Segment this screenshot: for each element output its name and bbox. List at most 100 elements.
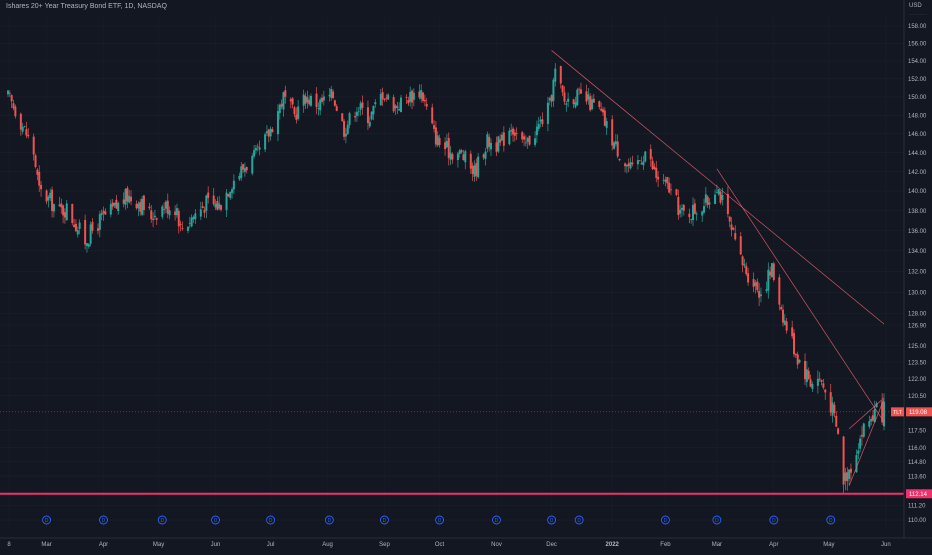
candle-body bbox=[109, 204, 112, 215]
candle-body bbox=[256, 146, 259, 148]
candle-body bbox=[368, 121, 371, 127]
candle-body bbox=[436, 135, 439, 146]
y-tick-label: 142.00 bbox=[908, 170, 927, 176]
candle-body bbox=[791, 327, 794, 337]
candle-body bbox=[572, 99, 575, 105]
dividend-marker bbox=[574, 515, 584, 525]
candle-body bbox=[837, 428, 840, 434]
x-tick-label: Nov bbox=[491, 542, 502, 548]
candle-body bbox=[354, 115, 357, 118]
candle-body bbox=[357, 110, 360, 112]
candle-body bbox=[831, 402, 834, 416]
candle-body bbox=[361, 102, 364, 108]
chart-title: Ishares 20+ Year Treasury Bond ETF, 1D, … bbox=[6, 3, 167, 10]
candle-body bbox=[73, 224, 76, 228]
candle-body bbox=[137, 203, 140, 209]
x-tick-label: Apr bbox=[769, 542, 778, 548]
y-tick-label: 152.00 bbox=[908, 77, 927, 83]
candle-body bbox=[741, 256, 744, 266]
candle-body bbox=[462, 154, 465, 160]
candle-body bbox=[680, 207, 683, 210]
candle-body bbox=[62, 205, 65, 216]
candle-body bbox=[84, 219, 87, 245]
candle-body bbox=[704, 194, 707, 203]
candle-body bbox=[649, 149, 652, 160]
candle-body bbox=[600, 108, 603, 111]
support-price-value: 112.14 bbox=[909, 492, 928, 498]
x-tick-label: Feb bbox=[660, 542, 671, 548]
candle-body bbox=[807, 370, 810, 380]
last-price-value: 119.08 bbox=[909, 410, 928, 416]
candle-body bbox=[482, 154, 485, 158]
candle-body bbox=[855, 455, 858, 473]
candle-body bbox=[280, 103, 283, 107]
candle-body bbox=[714, 194, 717, 204]
y-tick-label: 128.00 bbox=[908, 311, 927, 317]
candle-body bbox=[528, 135, 531, 145]
candle-body bbox=[862, 423, 865, 437]
candle-body bbox=[444, 142, 447, 150]
candle-body bbox=[409, 91, 412, 102]
candle-body bbox=[473, 165, 476, 177]
candle-body bbox=[539, 119, 542, 122]
candle-body bbox=[640, 162, 643, 165]
candle-body bbox=[629, 162, 632, 169]
candle-body bbox=[701, 211, 704, 216]
candle-body bbox=[793, 333, 796, 355]
candle-body bbox=[251, 155, 254, 174]
ticker-badge bbox=[891, 407, 904, 417]
candle-body bbox=[115, 199, 118, 209]
candle-body bbox=[135, 203, 138, 209]
candle-body bbox=[664, 179, 667, 182]
candle-body bbox=[587, 94, 590, 100]
price-axis-background bbox=[904, 0, 932, 550]
candle-body bbox=[278, 104, 281, 114]
x-tick-label: May bbox=[153, 542, 164, 548]
candle-body bbox=[141, 198, 144, 215]
candle-body bbox=[524, 142, 527, 144]
candle-body bbox=[526, 138, 529, 142]
y-tick-label: 125.00 bbox=[908, 344, 927, 350]
candle-body bbox=[550, 95, 553, 102]
candle-body bbox=[679, 209, 682, 214]
candle-body bbox=[883, 401, 885, 427]
dividend-marker-label: D bbox=[772, 518, 776, 524]
candle-body bbox=[265, 131, 268, 134]
candle-body bbox=[458, 150, 461, 154]
candle-body bbox=[745, 266, 748, 275]
candle-body bbox=[295, 114, 298, 120]
dividend-marker-label: D bbox=[160, 518, 164, 524]
dividend-marker bbox=[547, 515, 557, 525]
candle-body bbox=[52, 204, 55, 212]
candle-body bbox=[783, 320, 786, 325]
y-tick-label: 114.80 bbox=[908, 460, 927, 466]
candle-body bbox=[14, 106, 17, 117]
candle-body bbox=[225, 192, 228, 210]
candle-body bbox=[392, 97, 395, 112]
y-tick-label: 144.00 bbox=[908, 151, 927, 157]
candle-body bbox=[655, 167, 658, 178]
dividend-marker-label: D bbox=[438, 518, 442, 524]
candle-body bbox=[12, 103, 15, 109]
candle-body bbox=[565, 103, 568, 105]
candle-body bbox=[695, 213, 698, 215]
candle-body bbox=[591, 99, 593, 110]
candle-body bbox=[523, 136, 526, 140]
candle-body bbox=[657, 176, 660, 180]
candle-body bbox=[253, 150, 256, 157]
y-tick-label: 134.00 bbox=[908, 249, 927, 255]
candle-body bbox=[769, 271, 772, 276]
candle-body bbox=[747, 273, 750, 283]
candle-body bbox=[396, 106, 399, 108]
x-tick-label: Mar bbox=[712, 542, 722, 548]
dividend-marker-label: D bbox=[328, 518, 332, 524]
candle-body bbox=[405, 97, 408, 98]
candle-body bbox=[778, 277, 781, 305]
candle-body bbox=[271, 129, 274, 133]
candle-body bbox=[447, 137, 450, 158]
candle-body bbox=[32, 136, 35, 155]
candle-body bbox=[214, 203, 217, 208]
x-tick-label: Jul bbox=[267, 542, 275, 548]
